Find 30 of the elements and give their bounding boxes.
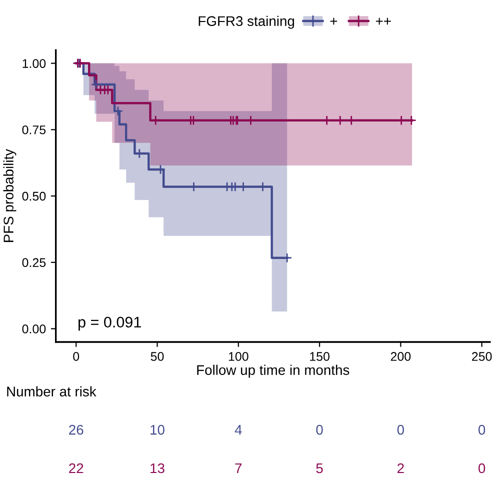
x-tick-label: 150 [310, 352, 330, 361]
text: 2 [398, 463, 404, 474]
x-tick-label: 0 [73, 352, 80, 361]
y-axis-title: PFS probability [3, 148, 16, 242]
text: 0 [478, 463, 486, 474]
text: 5 [316, 463, 323, 474]
legend-label: + [330, 18, 338, 25]
text: 0 [478, 424, 486, 435]
text: 13 [150, 463, 164, 474]
y-tick-label: 0.50 [22, 192, 46, 201]
text: 26 [69, 424, 84, 435]
text: 4 [234, 425, 242, 435]
y-tick-label: 0.75 [22, 125, 46, 134]
x-tick-label: 250 [472, 352, 492, 361]
text: 0 [397, 424, 404, 435]
text: 0 [316, 424, 323, 435]
annotation: p = 0.091 [78, 316, 141, 331]
text: 22 [69, 463, 84, 474]
text: 10 [150, 424, 164, 435]
y-tick-label: 0.25 [22, 258, 46, 268]
x-axis-title: Follow up time in months [197, 364, 350, 378]
text: 7 [235, 463, 242, 474]
x-tick-label: 50 [150, 352, 164, 361]
x-tick-label: 200 [390, 352, 411, 361]
text: Number at risk [7, 386, 96, 396]
x-tick-label: 100 [228, 352, 248, 361]
y-tick-label: 1.00 [22, 59, 46, 68]
legend-label: ++ [376, 18, 391, 25]
legend-title: FGFR3 staining [198, 16, 294, 29]
y-tick-label: 0.00 [22, 324, 46, 334]
